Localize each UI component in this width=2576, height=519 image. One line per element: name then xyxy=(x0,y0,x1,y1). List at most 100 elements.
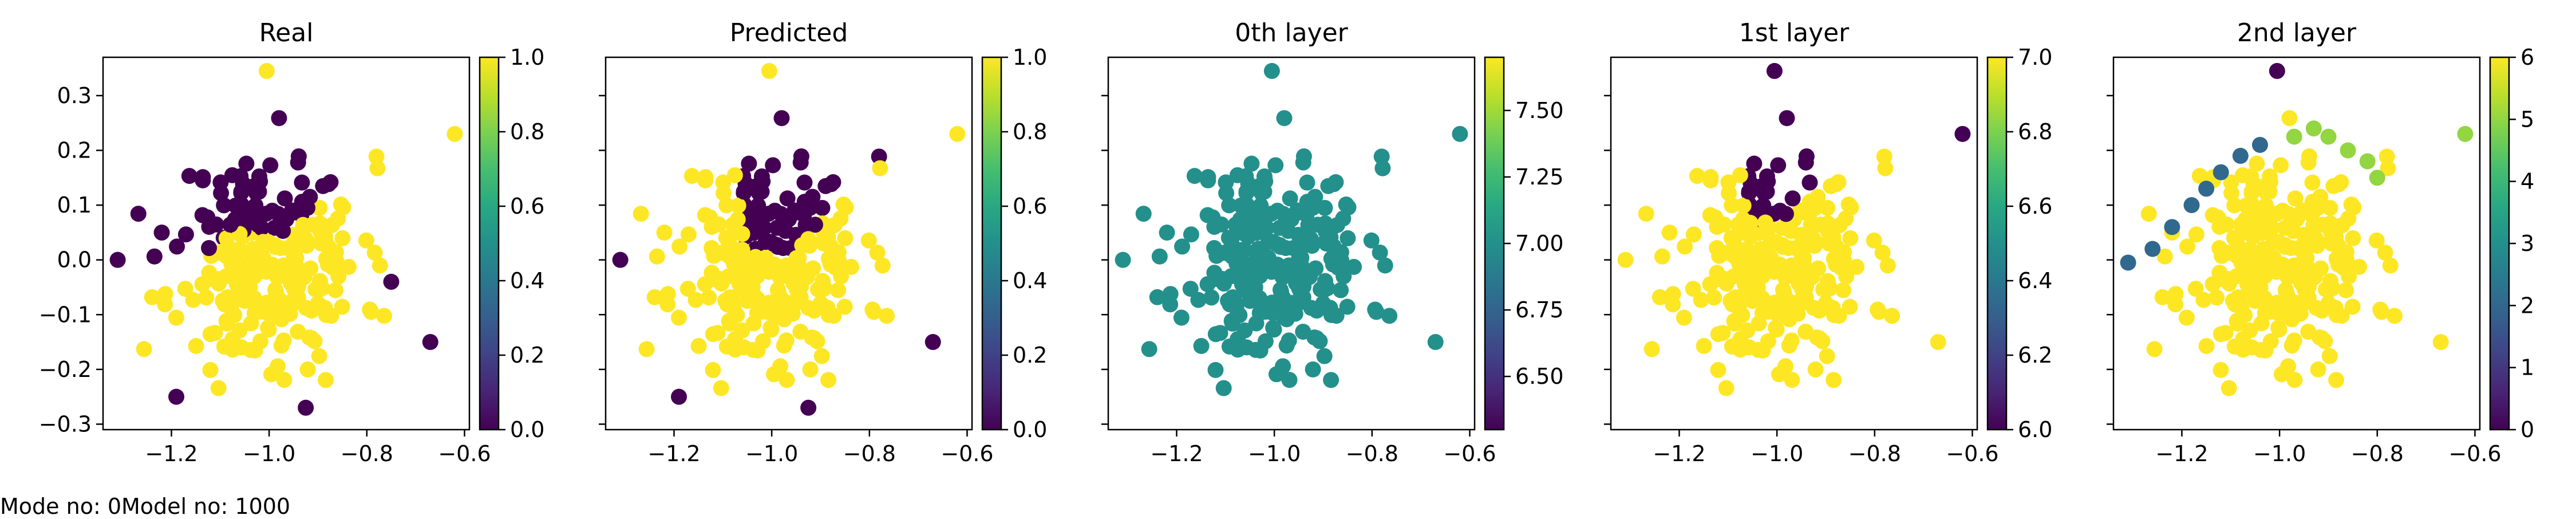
data-point xyxy=(2226,197,2243,214)
data-point xyxy=(2257,258,2274,274)
data-point xyxy=(2296,250,2313,266)
data-point xyxy=(269,268,286,285)
data-point xyxy=(1326,176,1342,192)
data-point xyxy=(777,223,794,239)
data-point xyxy=(1735,253,1752,270)
data-point xyxy=(2326,236,2343,253)
chart-title: Predicted xyxy=(730,18,848,48)
data-point xyxy=(1452,125,1468,142)
data-point xyxy=(680,226,697,243)
data-point xyxy=(216,197,232,214)
data-point xyxy=(1783,223,1799,239)
data-point xyxy=(762,320,779,336)
data-point xyxy=(1338,196,1354,213)
data-point xyxy=(289,290,306,306)
data-point xyxy=(270,358,286,375)
data-point xyxy=(2343,196,2360,213)
data-point xyxy=(2154,289,2171,305)
data-point xyxy=(1333,282,1349,298)
data-point xyxy=(1321,236,1338,253)
data-point xyxy=(2322,199,2338,216)
data-point xyxy=(2377,244,2393,261)
data-point xyxy=(1617,251,1634,268)
data-point xyxy=(697,207,713,223)
chart-panel-2: 0th layer −1.2 −1.0 −0.8 −0.6 6.50 6.75 7.00 7.2… xyxy=(1101,18,1564,466)
data-point xyxy=(2212,361,2229,378)
data-point xyxy=(1741,183,1757,200)
data-point xyxy=(2283,337,2300,354)
data-point xyxy=(1754,305,1771,321)
data-point xyxy=(816,280,833,297)
data-point xyxy=(201,218,218,235)
data-point xyxy=(2387,308,2403,324)
data-point xyxy=(1720,174,1737,191)
data-point xyxy=(683,168,700,184)
data-point xyxy=(1141,341,1157,357)
data-point xyxy=(2351,258,2368,275)
data-point xyxy=(2265,234,2282,250)
data-point xyxy=(697,172,714,188)
colorbar-tick-label: 4 xyxy=(2520,169,2534,194)
data-point xyxy=(1874,244,1891,261)
data-point xyxy=(321,176,337,192)
data-point xyxy=(1706,289,1722,306)
data-point xyxy=(1135,206,1152,222)
data-point xyxy=(1661,225,1678,241)
data-point xyxy=(228,276,245,293)
data-point xyxy=(1726,230,1743,247)
data-point xyxy=(323,308,339,324)
data-point xyxy=(1299,174,1315,191)
colorbar-tick-label: 0.2 xyxy=(510,343,544,368)
data-point xyxy=(247,197,264,214)
data-point xyxy=(1777,358,1794,375)
chart-panel-3: 1st layer −1.2 −1.0 −0.8 −0.6 6.0 6.2 6.4 6.6 6.8… xyxy=(1604,18,2052,466)
data-point xyxy=(1734,307,1751,324)
chart-title: 1st layer xyxy=(1739,18,1850,48)
data-point xyxy=(1744,293,1761,309)
x-tick-label: −1.0 xyxy=(1751,441,1803,466)
data-point xyxy=(318,372,334,388)
data-point xyxy=(2259,214,2276,231)
data-point xyxy=(136,341,152,357)
x-tick-label: −1.2 xyxy=(1653,441,1705,466)
data-point xyxy=(1252,258,1269,274)
y-tick-label: 0.1 xyxy=(57,192,92,218)
data-point xyxy=(1276,110,1293,127)
data-point xyxy=(679,281,696,297)
data-point xyxy=(2120,254,2136,271)
data-point xyxy=(745,341,761,358)
data-point xyxy=(633,206,649,222)
colorbar-tick-label: 6.75 xyxy=(1515,297,1564,323)
plot-frame xyxy=(605,56,973,431)
data-point xyxy=(252,173,268,190)
data-point xyxy=(1265,320,1282,336)
data-point xyxy=(718,338,735,355)
data-point xyxy=(383,273,400,290)
data-point xyxy=(328,252,345,269)
data-point xyxy=(2195,292,2212,308)
colorbar-tick-label: 6.0 xyxy=(2018,417,2052,442)
data-point xyxy=(1275,206,1291,222)
data-point xyxy=(1374,160,1391,176)
data-point xyxy=(1842,230,1859,246)
data-point xyxy=(2308,231,2325,247)
data-point xyxy=(1203,289,1220,306)
data-point xyxy=(238,155,255,172)
chart-panel-1: Predicted −1.2 −1.0 −0.8 −0.6 0.0 0.2 0.4 0.6 0.8… xyxy=(599,18,1047,466)
data-point xyxy=(1257,173,1274,190)
data-point xyxy=(358,232,374,249)
data-point xyxy=(796,174,813,191)
data-point xyxy=(2286,128,2302,145)
data-point xyxy=(1685,281,1701,297)
data-point xyxy=(671,388,687,405)
data-point xyxy=(1377,257,1393,274)
colorbar xyxy=(981,56,1002,431)
data-point xyxy=(872,160,888,176)
x-tick-label: −1.2 xyxy=(2155,441,2208,466)
data-point xyxy=(1282,190,1298,207)
data-point xyxy=(303,330,320,347)
data-point xyxy=(2369,170,2385,186)
colorbar-tick-label: 3 xyxy=(2520,231,2534,256)
data-point xyxy=(1724,197,1740,214)
data-point xyxy=(219,289,236,306)
